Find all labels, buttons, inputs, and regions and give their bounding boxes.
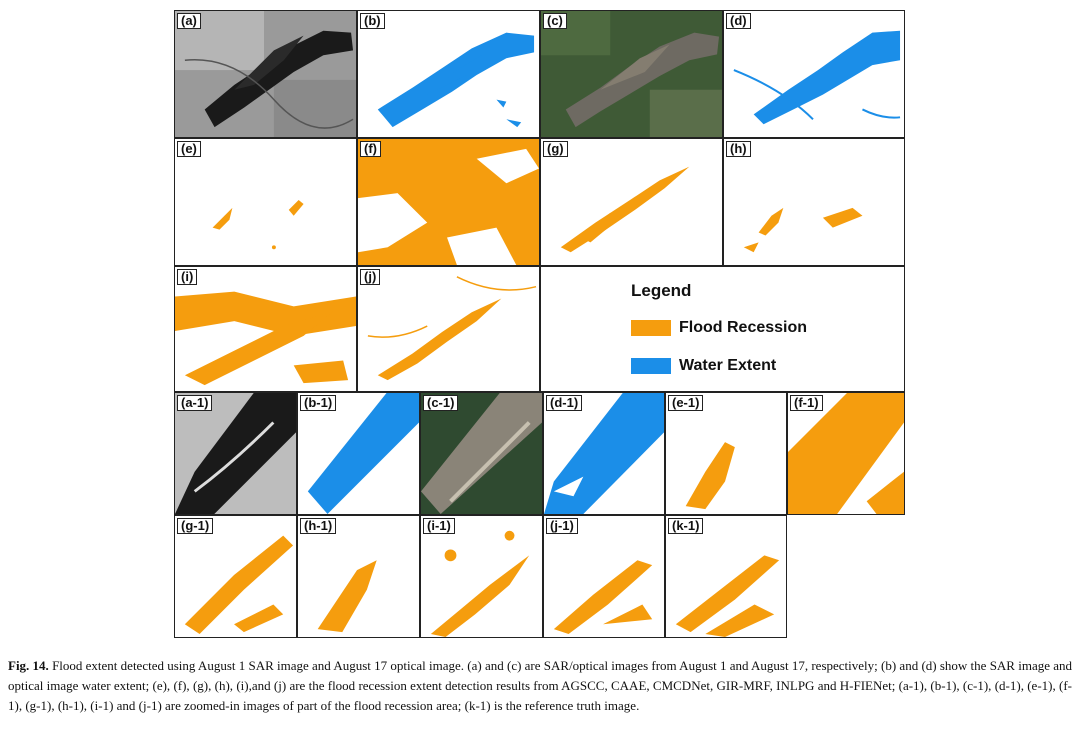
legend-item-water-extent: Water Extent (631, 357, 776, 375)
panel-h1-gir-mrf-zoom: (h-1) (297, 515, 420, 638)
panel-label: (h-1) (300, 518, 337, 534)
panel-label: (j-1) (546, 518, 578, 534)
flood-recession-map (560, 166, 690, 253)
water-extent-map (377, 32, 535, 128)
panel-label: (d-1) (546, 395, 583, 411)
flood-recession-map (553, 560, 653, 635)
panel-f1-caae-zoom: (f-1) (787, 392, 905, 515)
panel-d1-water-zoom: (d-1) (543, 392, 665, 515)
water-extent-map (307, 393, 419, 514)
figure-caption: Fig. 14. Flood extent detected using Aug… (8, 656, 1072, 716)
panel-b-sar-water-extent: (b) (357, 10, 540, 138)
panel-label: (g) (543, 141, 568, 157)
panel-label: (f) (360, 141, 381, 157)
panel-h-gir-mrf-result: (h) (723, 138, 905, 266)
panel-c-optical-image: (c) (540, 10, 723, 138)
panel-g-cmcdnet-result: (g) (540, 138, 723, 266)
panel-i1-inlpg-zoom: (i-1) (420, 515, 543, 638)
legend-label: Flood Recession (679, 319, 808, 336)
sar-image (175, 393, 296, 514)
panel-label: (e) (177, 141, 201, 157)
panel-label: (i-1) (423, 518, 455, 534)
flood-recession-map (430, 530, 530, 637)
panel-label: (b-1) (300, 395, 337, 411)
panel-label: (f-1) (790, 395, 823, 411)
sar-image (175, 11, 356, 137)
panel-label: (b) (360, 13, 385, 29)
panel-label: (h) (726, 141, 751, 157)
optical-image (421, 393, 542, 514)
panel-g1-cmcdnet-zoom: (g-1) (174, 515, 297, 638)
panel-label: (a) (177, 13, 201, 29)
panel-label: (c-1) (423, 395, 459, 411)
legend: Legend Flood Recession Water Extent (540, 266, 905, 392)
flood-recession-map (675, 555, 780, 637)
water-extent-map (544, 393, 664, 514)
panel-a-sar-image: (a) (174, 10, 357, 138)
legend-title: Legend (631, 281, 692, 300)
water-extent-map (733, 30, 901, 125)
panel-e-agscc-result: (e) (174, 138, 357, 266)
legend-swatch (631, 358, 671, 374)
panel-i-inlpg-result: (i) (174, 266, 357, 392)
caption-text: Flood extent detected using August 1 SAR… (8, 658, 1073, 713)
flood-recession-map (367, 276, 537, 381)
optical-image (541, 11, 722, 137)
panel-f-caae-result: (f) (357, 138, 540, 266)
panel-label: (c) (543, 13, 567, 29)
panel-label: (g-1) (177, 518, 214, 534)
legend-swatch (631, 320, 671, 336)
flood-recession-map (743, 207, 863, 253)
panel-d-optical-water-extent: (d) (723, 10, 905, 138)
panel-a1-sar-zoom: (a-1) (174, 392, 297, 515)
panel-b1-water-zoom: (b-1) (297, 392, 420, 515)
legend-label: Water Extent (679, 357, 777, 374)
panel-label: (i) (177, 269, 198, 285)
flood-recession-map (175, 291, 356, 386)
panel-c1-optical-zoom: (c-1) (420, 392, 543, 515)
flood-recession-map (317, 560, 377, 633)
panel-j-h-fienet-result: (j) (357, 266, 540, 392)
panel-label: (j) (360, 269, 381, 285)
flood-recession-map (212, 200, 304, 250)
figure-label: Fig. 14. (8, 658, 49, 673)
panel-k1-reference-truth: (k-1) (665, 515, 787, 638)
panel-label: (a-1) (177, 395, 213, 411)
panel-j1-h-fienet-zoom: (j-1) (543, 515, 665, 638)
panel-label: (k-1) (668, 518, 704, 534)
flood-recession-map (685, 442, 735, 510)
panel-label: (e-1) (668, 395, 704, 411)
legend-item-flood-recession: Flood Recession (631, 319, 807, 337)
panel-label: (d) (726, 13, 751, 29)
flood-recession-map (358, 139, 539, 265)
flood-recession-map (788, 393, 904, 514)
flood-recession-map (184, 535, 294, 635)
panel-e1-agscc-zoom: (e-1) (665, 392, 787, 515)
